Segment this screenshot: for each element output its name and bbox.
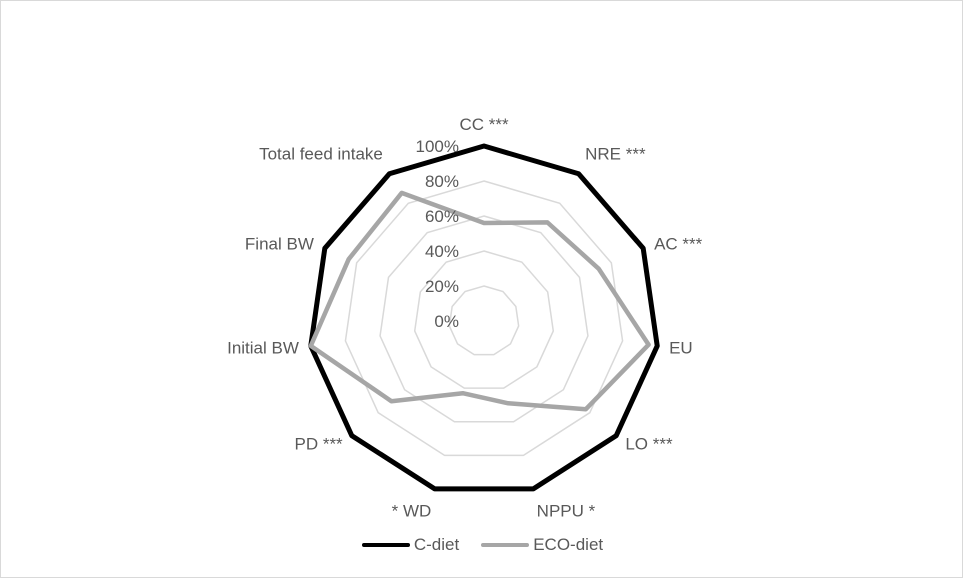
legend: C-diet ECO-diet <box>1 532 963 558</box>
category-label-11: Total feed intake <box>259 145 383 164</box>
grid-ring-80 <box>344 180 624 457</box>
grid-ring-60 <box>379 215 589 423</box>
category-label-6: NPPU * <box>537 501 596 520</box>
grid-ring-40 <box>413 250 555 389</box>
legend-item-c-diet: C-diet <box>361 535 460 555</box>
series-layer <box>308 143 660 492</box>
category-label-3: AC *** <box>654 234 703 253</box>
category-label-5: LO *** <box>625 434 673 453</box>
radial-tick-labels: 0% 20% 40% 60% 80% 100% <box>416 137 459 331</box>
legend-label-c-diet: C-diet <box>413 535 460 554</box>
category-label-2: NRE *** <box>585 145 646 164</box>
category-label-7: * WD <box>392 501 432 520</box>
grid-ring-20 <box>448 285 520 356</box>
legend-item-eco-diet: ECO-diet <box>481 535 603 555</box>
radial-tick-20: 20% <box>425 277 459 296</box>
category-label-10: Final BW <box>245 234 314 253</box>
radial-tick-100: 100% <box>416 137 459 156</box>
legend-swatch-c-diet <box>361 543 410 547</box>
legend-swatch-eco-diet <box>481 543 530 547</box>
category-label-4: EU <box>669 339 693 358</box>
series-line-c-diet <box>308 143 660 492</box>
radial-tick-40: 40% <box>425 242 459 261</box>
category-label-1: CC *** <box>459 115 509 134</box>
legend-label-eco-diet: ECO-diet <box>533 535 604 554</box>
radial-tick-60: 60% <box>425 207 459 226</box>
radar-grid <box>344 180 624 457</box>
radial-tick-0: 0% <box>434 312 459 331</box>
category-label-8: PD *** <box>294 434 343 453</box>
series-line-eco-diet <box>308 190 651 412</box>
category-label-9: Initial BW <box>227 339 299 358</box>
radial-tick-80: 80% <box>425 172 459 191</box>
category-labels: CC *** NRE *** AC *** EU LO *** NPPU * * WD PD … <box>227 115 703 520</box>
